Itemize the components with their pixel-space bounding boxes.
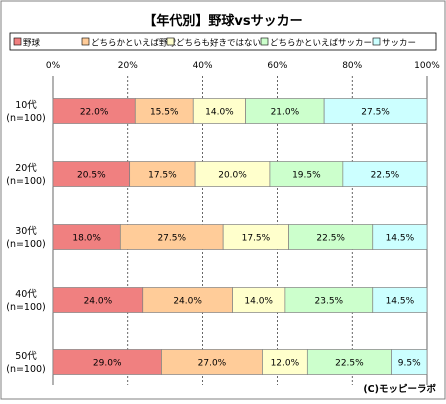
- bar-4-3: [232, 287, 286, 313]
- data-label-4-4: 23.5%: [315, 297, 344, 307]
- bar-3-5: [372, 224, 428, 250]
- bar-2-2: [129, 161, 196, 187]
- data-label-4-1: 24.0%: [84, 297, 113, 307]
- bar-3-1: [52, 224, 121, 250]
- data-label-2-3: 20.0%: [218, 171, 247, 181]
- legend-swatch-5: [372, 37, 381, 46]
- bar-4-2: [142, 287, 233, 313]
- data-label-1-3: 14.0%: [205, 108, 234, 118]
- data-label-1-4: 21.0%: [271, 108, 300, 118]
- legend-label-2: どちらかといえば野球: [91, 38, 177, 49]
- x-tick-label-20: 20%: [118, 61, 138, 71]
- data-label-1-1: 22.0%: [80, 108, 109, 118]
- x-tick-label-80: 80%: [342, 61, 362, 71]
- data-label-5-4: 22.5%: [335, 359, 364, 369]
- axes: 0% 20% 40% 60% 80% 100% 10代(n=100) 20代(n=100) 30…: [6, 61, 440, 375]
- bar-3-3: [222, 224, 289, 250]
- category-label-5: 50代(n=100): [6, 351, 46, 375]
- bar-2-4: [269, 161, 344, 187]
- legend-label-5: サッカー: [382, 39, 416, 49]
- data-label-2-4: 19.5%: [292, 171, 321, 181]
- x-tick-label-60: 60%: [267, 61, 287, 71]
- bar-1-5: [323, 98, 428, 124]
- data-label-5-1: 29.0%: [93, 359, 122, 369]
- bar-5-5: [391, 349, 428, 375]
- data-label-3-2: 27.5%: [157, 234, 186, 244]
- category-label-3: 30代(n=100): [6, 226, 46, 250]
- bar-3-4: [288, 224, 374, 250]
- bar-3-2: [119, 224, 224, 250]
- data-label-3-1: 18.0%: [72, 234, 101, 244]
- legend-label-4: どちらかといえばサッカー: [270, 39, 372, 49]
- data-label-4-3: 14.0%: [244, 297, 273, 307]
- legend-label-3: どちらも好きではない: [176, 38, 261, 49]
- bar-1-1: [52, 98, 136, 124]
- data-label-4-2: 24.0%: [173, 297, 202, 307]
- chart-title: 【年代別】野球vsサッカー: [143, 13, 302, 29]
- bar-5-1: [52, 349, 162, 375]
- x-tick-label-100: 100%: [414, 61, 440, 71]
- legend-swatch-1: [13, 37, 22, 46]
- bar-2-3: [194, 161, 271, 187]
- bar-4-1: [52, 287, 144, 313]
- legend-label-1: 野球: [23, 38, 41, 49]
- x-tick-label-40: 40%: [193, 61, 213, 71]
- credit-text: (C)モッピーラボ: [363, 383, 436, 395]
- bar-1-4: [245, 98, 325, 124]
- category-label-1: 10代(n=100): [6, 100, 46, 124]
- x-tick-label-0: 0%: [46, 61, 61, 71]
- data-label-1-5: 27.5%: [361, 108, 390, 118]
- data-label-4-5: 14.5%: [386, 297, 415, 307]
- bar-5-2: [161, 349, 263, 375]
- bar-2-1: [52, 161, 131, 187]
- data-label-3-4: 22.5%: [316, 234, 345, 244]
- data-label-5-3: 12.0%: [271, 359, 300, 369]
- data-label-2-2: 17.5%: [148, 171, 177, 181]
- data-label-5-5: 9.5%: [398, 359, 421, 369]
- bar-5-4: [306, 349, 392, 375]
- data-label-2-1: 20.5%: [77, 171, 106, 181]
- bar-2-5: [342, 161, 428, 187]
- data-label-3-3: 17.5%: [242, 234, 271, 244]
- legend: 野球 どちらかといえば野球 どちらも好きではない どちらかといえばサッカー サッカー: [13, 37, 416, 49]
- legend-swatch-4: [260, 37, 269, 46]
- legend-swatch-3: [166, 37, 175, 46]
- bar-4-5: [372, 287, 428, 313]
- data-label-3-5: 14.5%: [386, 234, 415, 244]
- data-label-5-2: 27.0%: [198, 359, 227, 369]
- legend-swatch-2: [81, 37, 90, 46]
- bar-4-4: [284, 287, 374, 313]
- category-label-4: 40代(n=100): [6, 289, 46, 313]
- bars: 22.0% 15.5% 14.0% 21.0% 27.5% 20.5% 17.5% 20.0%…: [52, 98, 428, 375]
- bar-1-3: [192, 98, 246, 124]
- data-label-1-2: 15.5%: [150, 108, 179, 118]
- data-label-2-5: 22.5%: [371, 171, 400, 181]
- legend-box: [9, 32, 437, 51]
- category-label-2: 20代(n=100): [6, 163, 46, 187]
